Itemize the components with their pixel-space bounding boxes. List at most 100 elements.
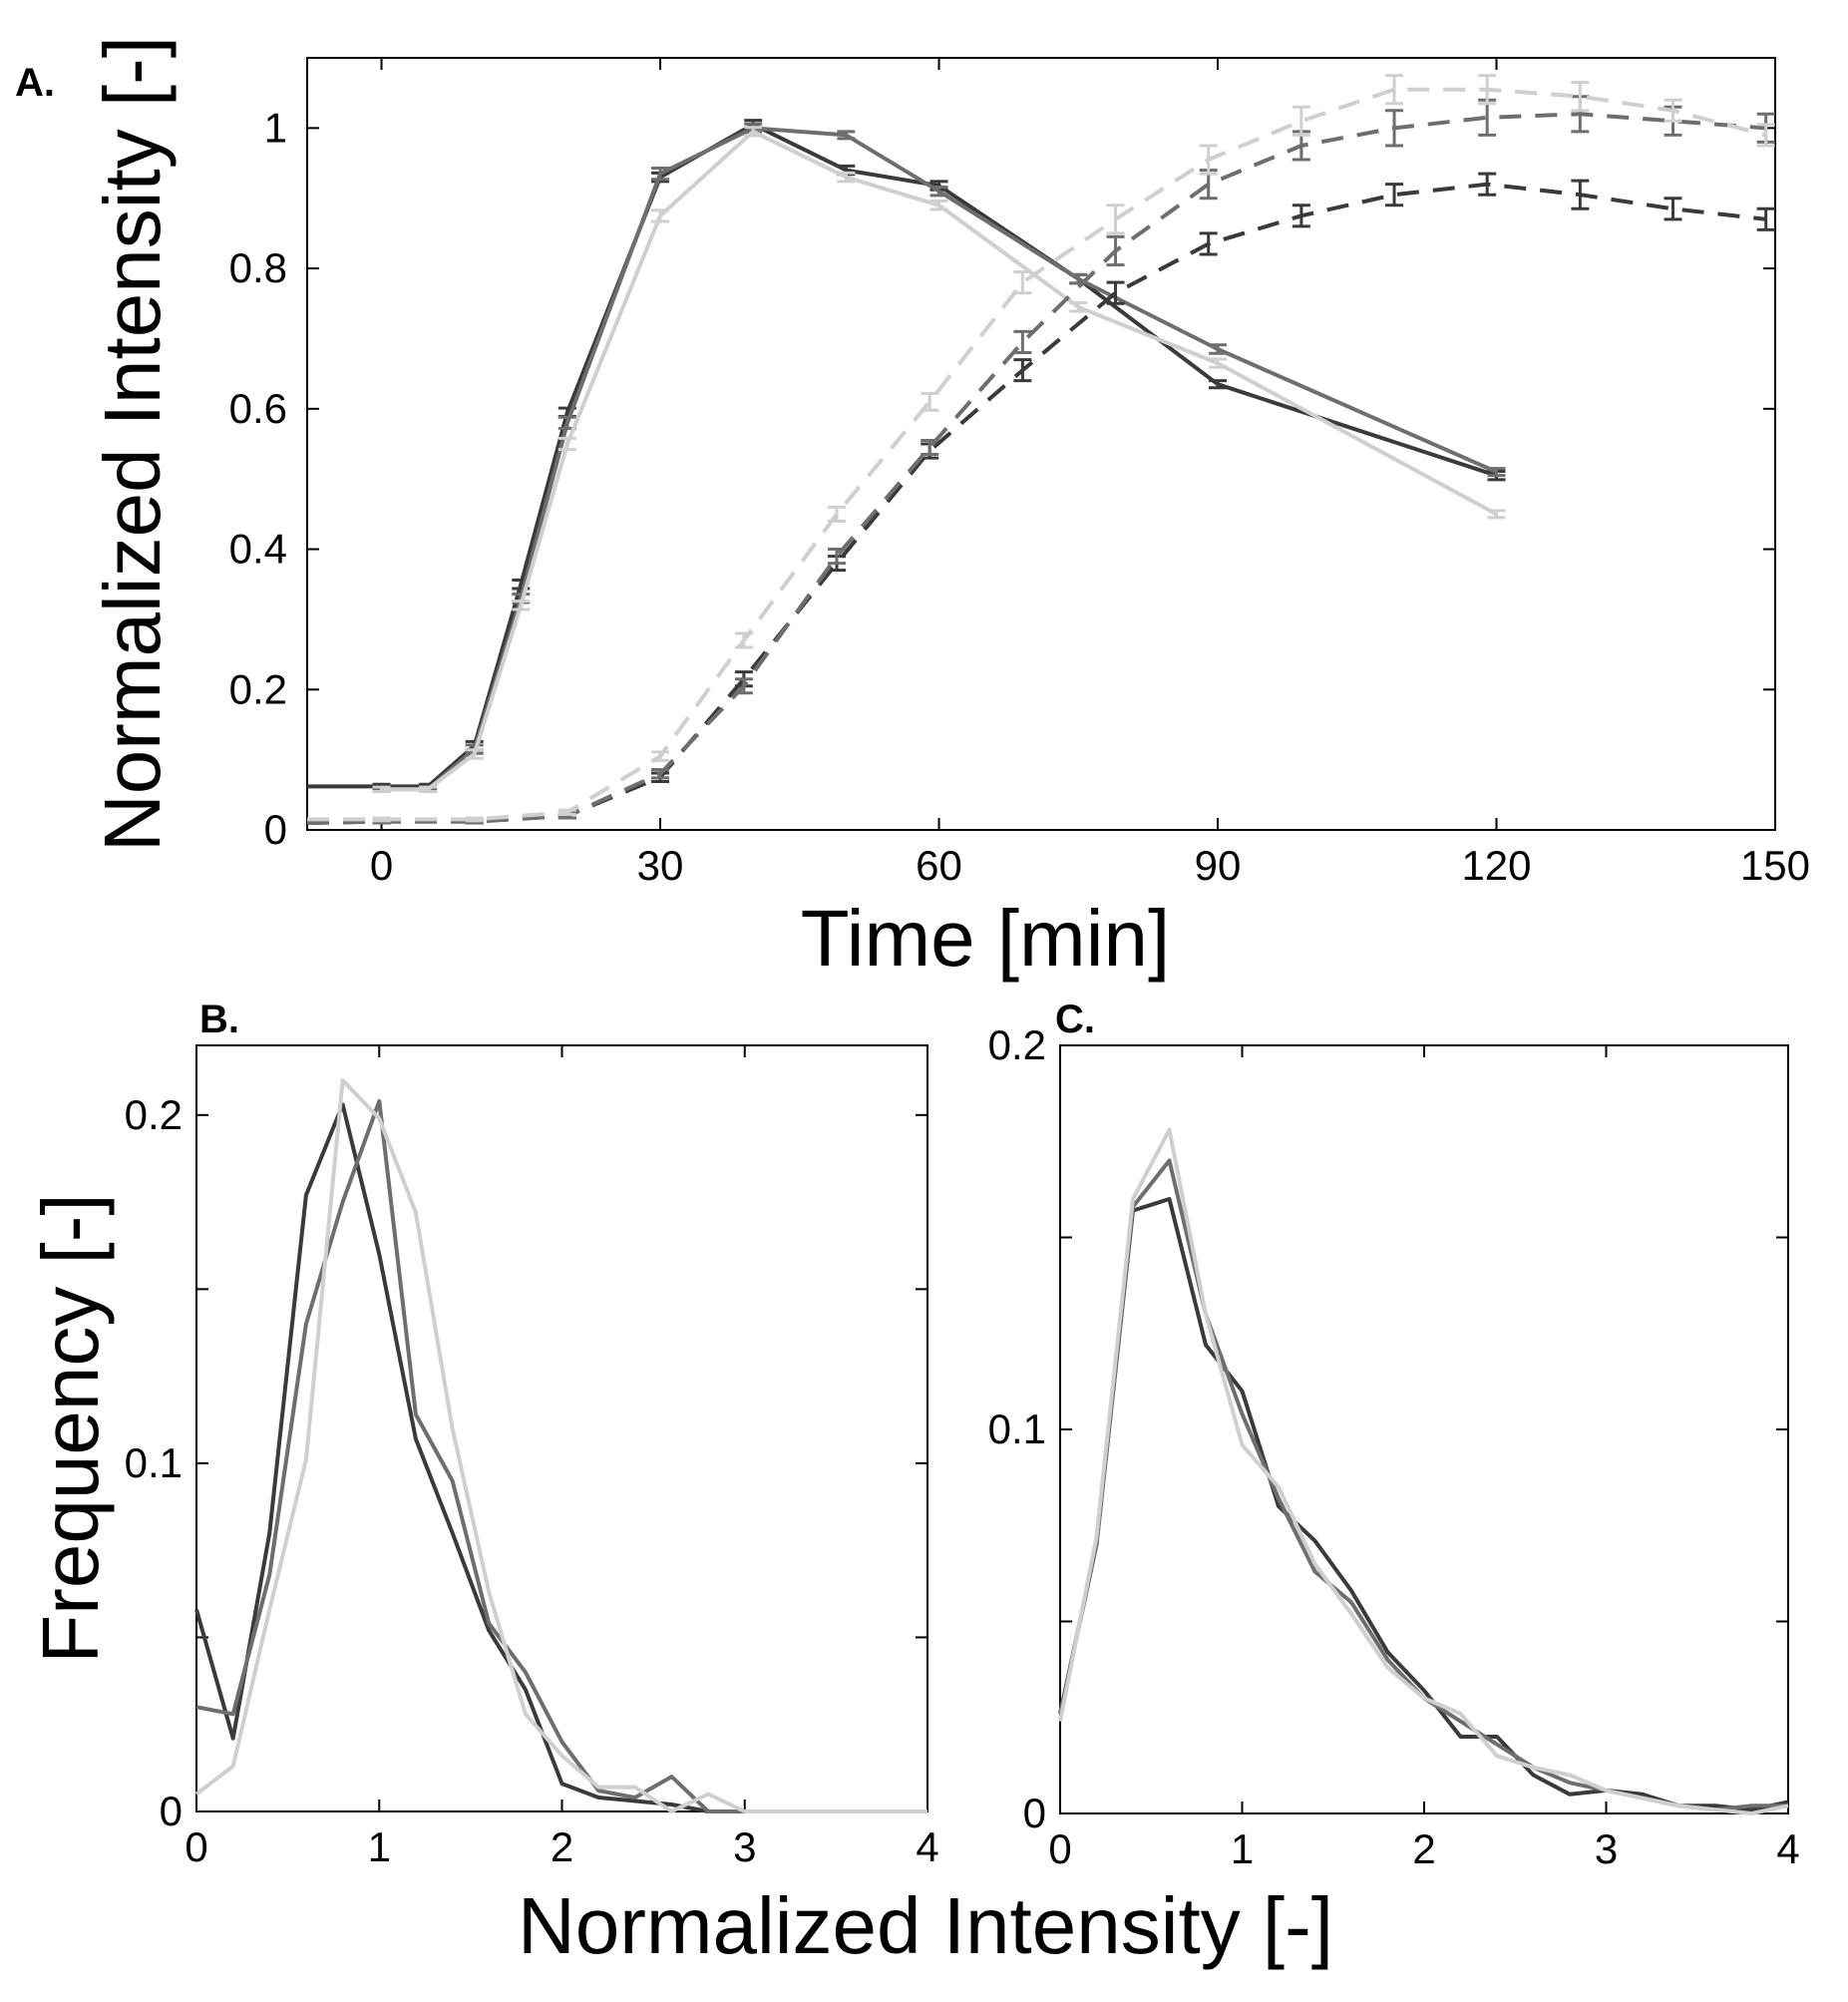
panel-a-x-axis-label: Time [min]	[801, 894, 1170, 983]
x-tick-label: 4	[916, 1823, 938, 1870]
error-bar	[372, 816, 391, 823]
series-line-medium	[1058, 1158, 1788, 1812]
error-bar	[828, 505, 847, 523]
panel-b-distribution: 0 1 2 3 4 0 0.1 0.2 B. Frequency [-]	[26, 998, 939, 1870]
panel-c-ticks: 0 1 2 3 4 0 0.1 0.2	[988, 1021, 1800, 1872]
error-bar	[837, 171, 856, 184]
error-bar	[1013, 270, 1032, 295]
error-bar	[734, 631, 753, 649]
error-bar	[828, 548, 847, 566]
x-tick-label: 60	[916, 842, 962, 889]
error-bar	[372, 785, 391, 793]
y-tick-label: 0.1	[125, 1439, 183, 1486]
x-tick-label: 2	[551, 1823, 573, 1870]
error-bar	[929, 185, 948, 198]
error-bar	[1478, 74, 1497, 106]
panels-bc-x-axis-label: Normalized Intensity [-]	[518, 1881, 1333, 1970]
series-line-dark	[1058, 1197, 1789, 1812]
error-bar	[1106, 234, 1125, 267]
error-bar	[837, 130, 856, 141]
error-bar	[1487, 509, 1506, 520]
error-bar	[651, 208, 670, 223]
series-line-dashed-medium	[306, 112, 1766, 825]
error-bar	[557, 808, 576, 817]
panel-c-distribution: 0 1 2 3 4 0 0.1 0.2 C.	[988, 998, 1800, 1872]
y-tick-label: 0.2	[125, 1091, 183, 1138]
error-bar	[744, 126, 763, 138]
panel-b-series	[194, 1077, 927, 1813]
panel-c-label: C.	[1055, 998, 1095, 1041]
error-bar	[734, 677, 753, 695]
error-bar	[651, 166, 670, 182]
y-tick-label: 0	[264, 806, 287, 853]
y-tick-label: 0.8	[229, 244, 287, 291]
series-line-solid-medium	[381, 126, 1498, 792]
y-tick-label: 0.2	[988, 1021, 1046, 1068]
error-bar	[1385, 74, 1404, 106]
error-bar	[419, 785, 438, 793]
y-tick-label: 0.4	[229, 526, 287, 573]
error-bar	[1199, 144, 1218, 176]
y-tick-label: 0.2	[229, 665, 287, 712]
error-bar	[1209, 343, 1228, 355]
x-tick-label: 30	[637, 842, 684, 889]
error-bar	[1385, 183, 1404, 207]
error-bar	[1478, 172, 1497, 197]
x-tick-label: 2	[1412, 1825, 1435, 1872]
error-bar	[1756, 123, 1775, 148]
error-bar	[1199, 231, 1218, 256]
y-tick-label: 0.1	[988, 1405, 1046, 1452]
series-line-dashed-dark	[306, 182, 1766, 825]
series-line-solid-light	[381, 129, 1498, 792]
error-bar	[1487, 467, 1506, 478]
x-tick-label: 1	[368, 1823, 391, 1870]
error-bar	[1069, 301, 1088, 313]
panel-b-label: B.	[199, 998, 239, 1041]
error-bar	[512, 600, 531, 611]
panel-a-ticks: 0 30 60 90 120 150 0 0.2 0.4 0.6 0.8 1	[229, 58, 1810, 889]
error-bar	[929, 200, 948, 211]
x-tick-label: 3	[733, 1823, 756, 1870]
error-bar	[651, 750, 670, 762]
error-bar	[1663, 98, 1682, 123]
panel-a-label: A.	[15, 61, 55, 105]
series-line-solid-dark	[307, 122, 1498, 789]
x-tick-label: 90	[1195, 842, 1242, 889]
error-bar	[1209, 357, 1228, 369]
x-tick-label: 1	[1231, 1825, 1254, 1872]
error-bar	[557, 436, 576, 452]
series-line-dashed-light	[307, 87, 1767, 822]
error-bar	[1571, 179, 1590, 210]
x-tick-label: 3	[1595, 1825, 1618, 1872]
error-bar	[1209, 379, 1228, 390]
error-bar	[651, 767, 670, 780]
x-tick-label: 0	[1048, 1825, 1071, 1872]
error-bar	[1571, 81, 1590, 113]
panel-b-y-axis-label: Frequency [-]	[26, 1193, 115, 1663]
x-tick-label: 4	[1776, 1825, 1799, 1872]
panel-b-plot-frame	[195, 1044, 928, 1812]
error-bar	[1385, 109, 1404, 148]
panel-a-y-axis-label: Normalized Intensity [-]	[88, 36, 177, 852]
y-tick-label: 0.6	[229, 385, 287, 432]
error-bar	[465, 816, 484, 823]
y-tick-label: 0	[1023, 1790, 1046, 1836]
error-bar	[1756, 206, 1775, 231]
error-bar	[1292, 105, 1310, 137]
panel-a-series	[306, 74, 1775, 825]
error-bar	[1106, 203, 1125, 235]
error-bar	[921, 438, 939, 457]
y-tick-label: 1	[264, 104, 287, 151]
x-tick-label: 150	[1740, 842, 1810, 889]
series-line-light	[194, 1077, 927, 1813]
error-bar	[1013, 358, 1032, 383]
y-tick-label: 0	[160, 1788, 183, 1834]
panel-a-plot-frame	[306, 57, 1776, 831]
x-tick-label: 0	[370, 842, 393, 889]
x-tick-label: 0	[185, 1823, 207, 1870]
error-bar	[465, 748, 484, 760]
x-tick-label: 120	[1461, 842, 1531, 889]
error-bar	[1013, 329, 1032, 355]
error-bar	[921, 391, 939, 412]
